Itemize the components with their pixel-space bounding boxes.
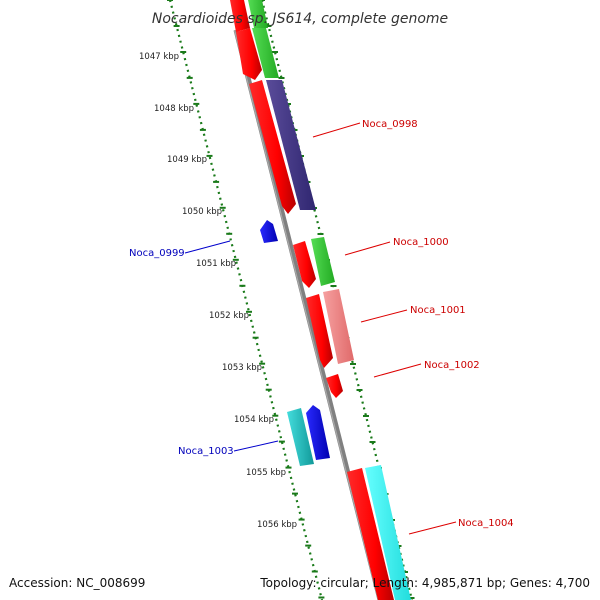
- gene-label-noca-1003: Noca_1003: [178, 446, 234, 457]
- gene-label-noca-0998: Noca_0998: [362, 119, 418, 130]
- genome-backbone-highlight: [233, 29, 380, 600]
- kbp-label: 1049 kbp: [167, 155, 207, 165]
- cds-arrow-noca-1002: [326, 374, 343, 398]
- gene-features: [230, 0, 411, 600]
- kbp-label: 1054 kbp: [234, 415, 274, 425]
- kbp-label: 1051 kbp: [196, 259, 236, 269]
- gene-bar-noca-0998: [266, 80, 316, 210]
- cds-arrow-noca-1004: [347, 468, 394, 600]
- gene-bar-noca-1003: [287, 408, 314, 466]
- inner-tick-track: [168, 0, 324, 600]
- kbp-labels: 1047 kbp 1048 kbp 1049 kbp 1050 kbp 1051…: [139, 52, 297, 530]
- kbp-label: 1053 kbp: [222, 363, 262, 373]
- gene-label-noca-1000: Noca_1000: [393, 237, 449, 248]
- gene-arrow-noca-0999: [260, 220, 278, 243]
- gene-label-lines: [184, 122, 457, 535]
- gene-arrow-noca-1003: [306, 405, 330, 460]
- gene-bar-noca-1001: [323, 289, 354, 364]
- kbp-label: 1052 kbp: [209, 311, 249, 321]
- gene-bar-green: [248, 0, 268, 28]
- gene-label-noca-1001: Noca_1001: [410, 305, 466, 316]
- cds-arrow-noca-1001: [306, 294, 333, 368]
- gene-label-noca-1004: Noca_1004: [458, 518, 514, 529]
- kbp-label: 1048 kbp: [154, 104, 194, 114]
- gene-labels: Noca_0998 Noca_0999 Noca_1000 Noca_1001 …: [129, 119, 514, 529]
- accession-text: Accession: NC_008699: [9, 576, 146, 590]
- cds-arrow-noca-1000: [293, 241, 316, 288]
- cds-arrow-noca-0998: [249, 80, 296, 214]
- gene-bar-green: [252, 28, 279, 78]
- gene-bar-noca-1000: [311, 237, 335, 286]
- cds-arrow: [236, 28, 262, 80]
- kbp-label: 1056 kbp: [257, 520, 297, 530]
- kbp-label: 1050 kbp: [182, 207, 222, 217]
- kbp-label: 1047 kbp: [139, 52, 179, 62]
- gene-bar-noca-1004: [365, 465, 411, 600]
- gene-label-noca-0999: Noca_0999: [129, 248, 185, 259]
- kbp-label: 1055 kbp: [246, 468, 286, 478]
- map-title: Nocardioides sp. JS614, complete genome: [152, 11, 448, 27]
- cds-arrow: [230, 0, 250, 32]
- inner-track-ticks: [167, 0, 325, 599]
- gene-label-noca-1002: Noca_1002: [424, 360, 480, 371]
- genome-stats-text: Topology: circular; Length: 4,985,871 bp…: [260, 576, 590, 590]
